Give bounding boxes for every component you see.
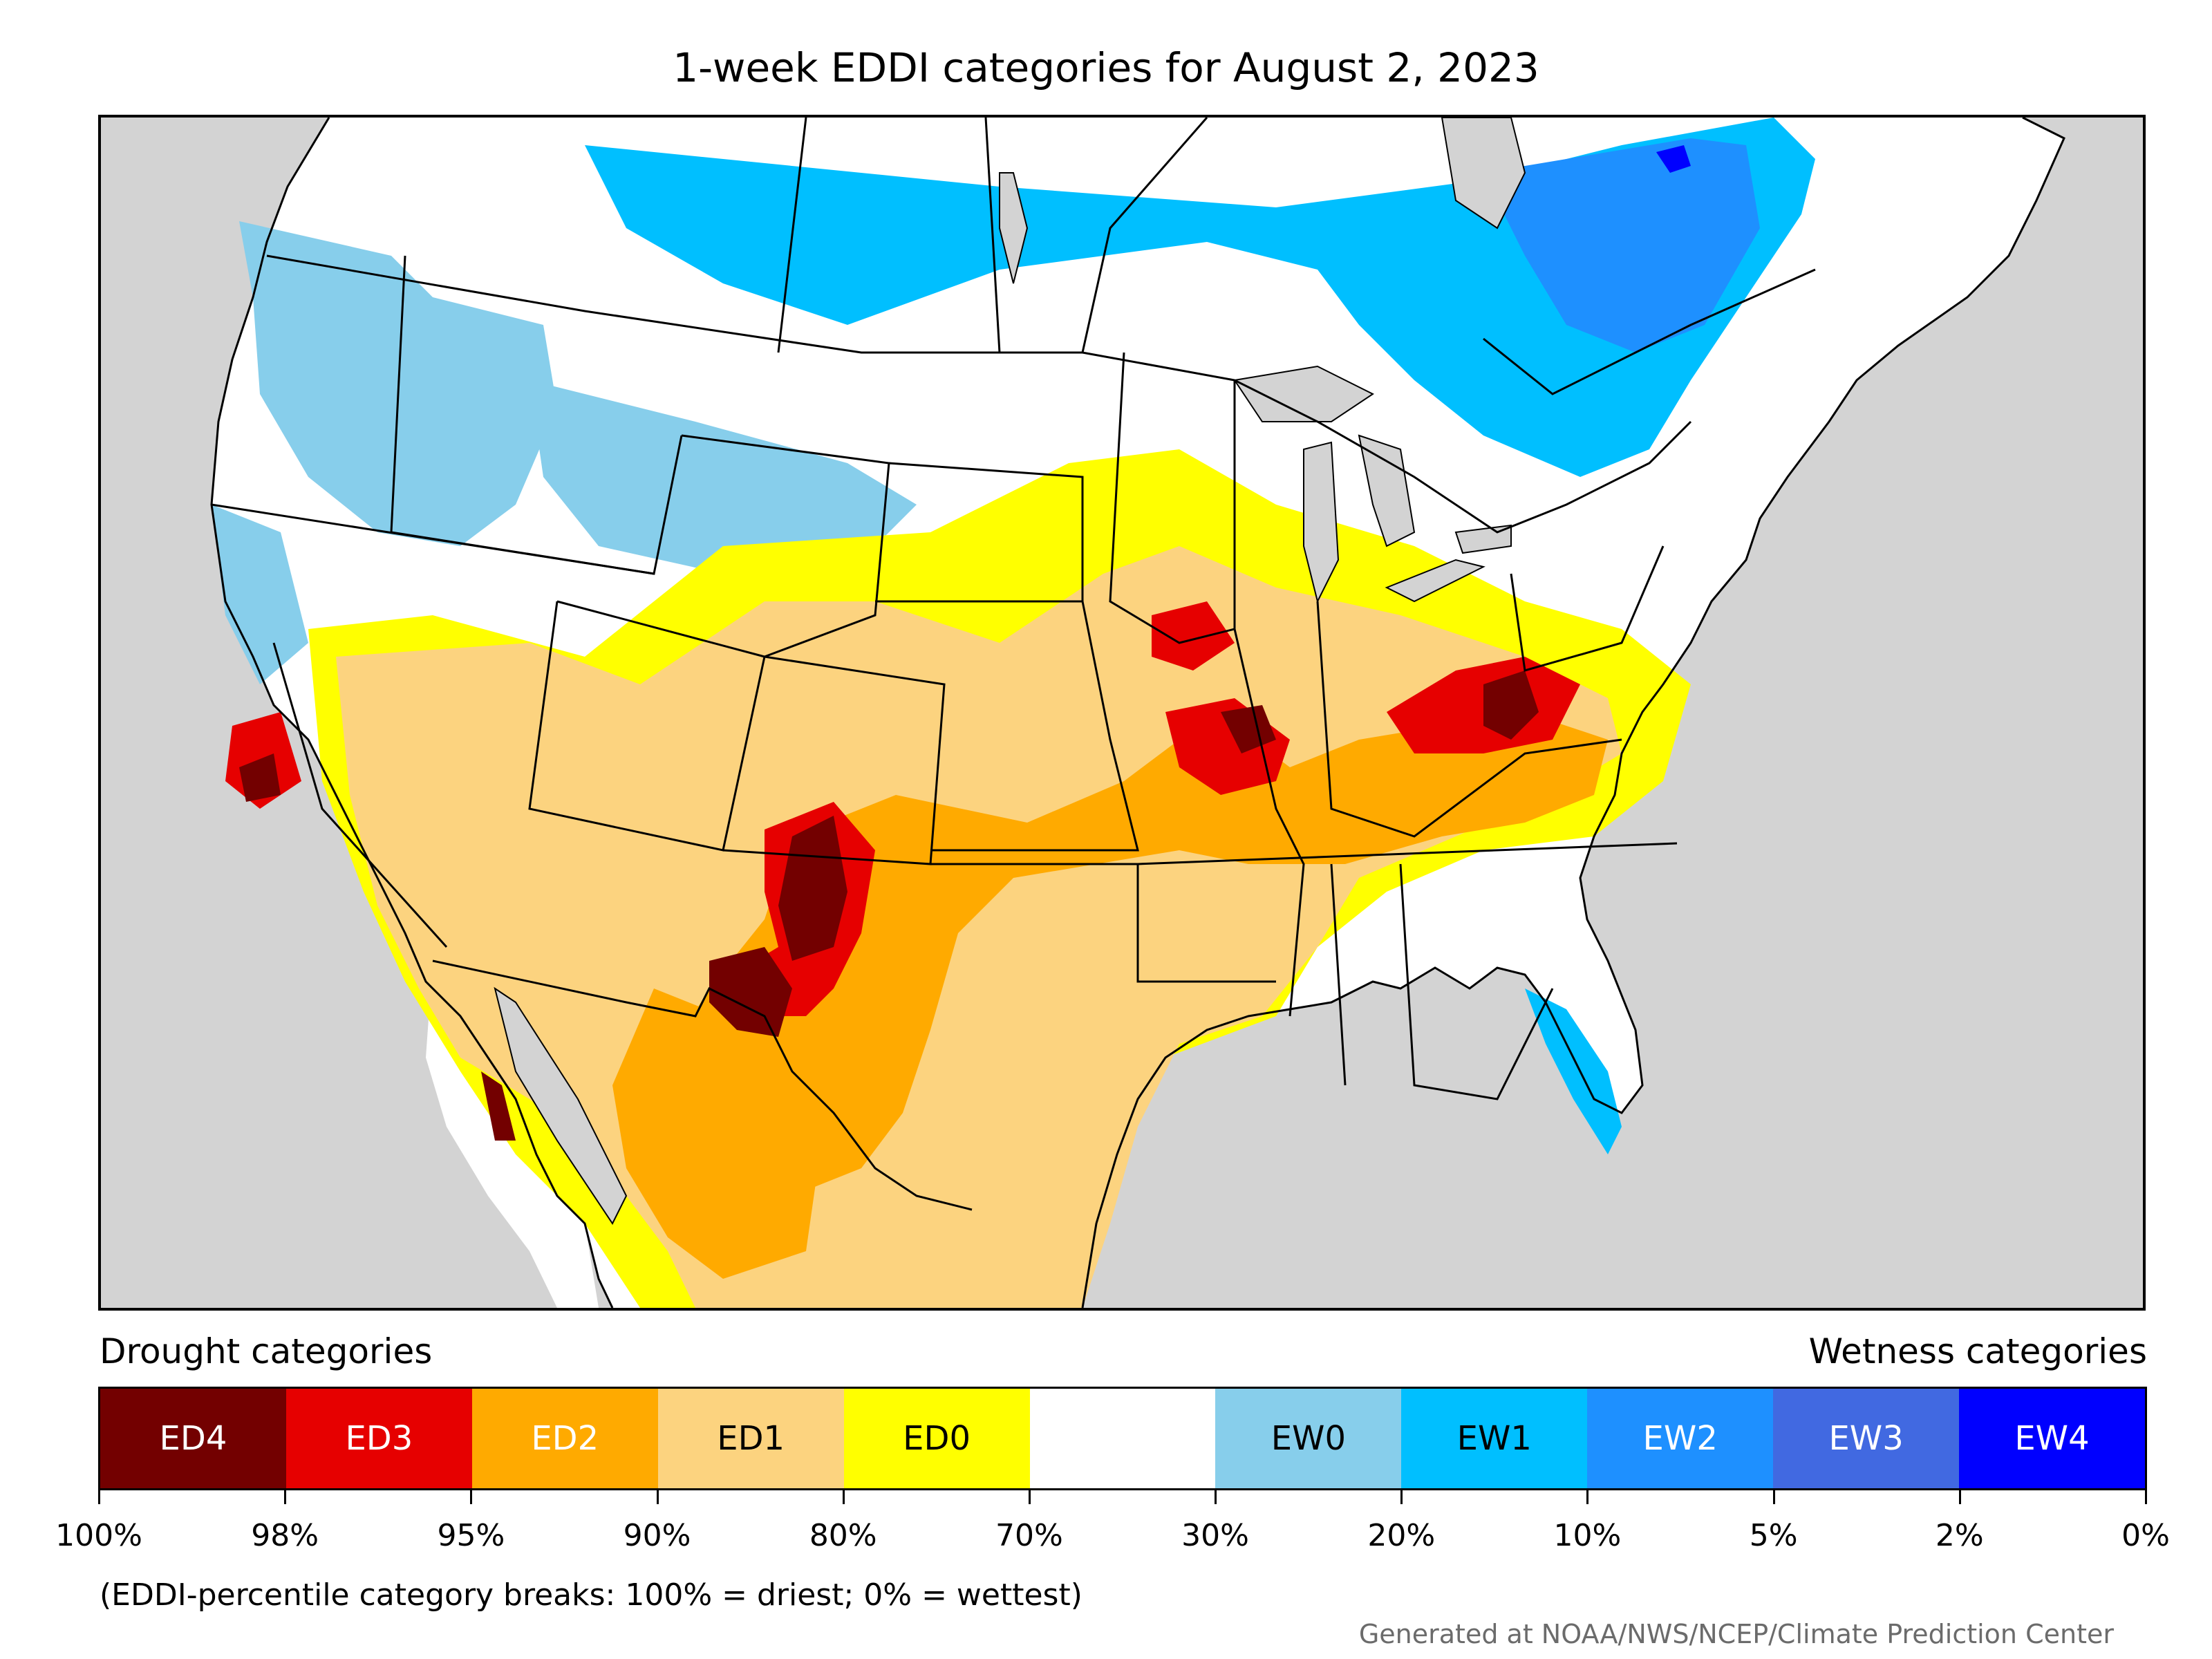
- colorbar-tick: [842, 1490, 845, 1504]
- state-boundaries: [211, 118, 1816, 1211]
- drought-wetness-shading: [212, 118, 1815, 1308]
- colorbar-tick-label: 80%: [809, 1518, 877, 1553]
- lake-winnipeg: [999, 172, 1029, 284]
- colorbar-cell-ed4: ED4: [100, 1389, 286, 1488]
- state-line: [1316, 601, 1622, 838]
- lake-michigan: [1303, 441, 1340, 603]
- state-line: [211, 503, 655, 575]
- state-line: [1483, 268, 1816, 395]
- colorbar-cell-ew4: EW4: [1959, 1389, 2145, 1488]
- drought-ed2-region-southwest: [612, 988, 820, 1279]
- colorbar-tick-label: 98%: [251, 1518, 319, 1553]
- colorbar-cell-ew0: EW0: [1215, 1389, 1402, 1488]
- wet-area-northern-rockies: [529, 380, 917, 574]
- us-mexico-border: [432, 959, 973, 1211]
- colorbar-tick-label: 95%: [437, 1518, 505, 1553]
- gulf-of-california: [494, 986, 628, 1225]
- colorbar-cell-ed0: ED0: [843, 1389, 1030, 1488]
- state-line: [1399, 863, 1554, 1100]
- colorbar-tick: [1215, 1490, 1217, 1504]
- colorbar-tick: [1586, 1490, 1589, 1504]
- colorbar-tick-label: 0%: [2121, 1518, 2170, 1553]
- colorbar-tick: [2145, 1490, 2147, 1504]
- colorbar-cell-ew2: EW2: [1587, 1389, 1774, 1488]
- colorbar-tick-label: 100%: [55, 1518, 142, 1553]
- drought-categories-heading: Drought categories: [100, 1331, 433, 1371]
- colorbar-tick: [1400, 1490, 1403, 1504]
- colorbar-tick-label: 20%: [1367, 1518, 1436, 1553]
- state-line: [1510, 545, 1665, 672]
- category-colorbar: ED4 ED3 ED2 ED1 ED0 EW0 EW1 EW2 EW3 EW4: [98, 1387, 2147, 1490]
- wet-area-california-coast: [212, 505, 308, 684]
- lake-erie: [1385, 559, 1485, 603]
- drought-ed4-west-virginia: [1483, 671, 1539, 740]
- colorbar-tick-label: 5%: [1749, 1518, 1798, 1553]
- state-line: [1081, 118, 1208, 353]
- colorbar-tick-label: 2%: [1935, 1518, 1984, 1553]
- colorbar-cell-ed3: ED3: [285, 1389, 472, 1488]
- drought-ed2-region: [668, 712, 1608, 1196]
- state-line: [1330, 863, 1347, 1086]
- page-title: 1-week EDDI categories for August 2, 202…: [673, 44, 1539, 91]
- drought-ed4-texas: [778, 816, 847, 961]
- wet-area-canada-east-strong: [1483, 138, 1760, 353]
- colorbar-tick-label: 30%: [1181, 1518, 1249, 1553]
- colorbar-tick: [1958, 1490, 1961, 1504]
- credit-line: Generated at NOAA/NWS/NCEP/Climate Predi…: [1358, 1619, 2114, 1649]
- colorbar-tick-label: 70%: [995, 1518, 1063, 1553]
- colorbar-cell-ew3: EW3: [1773, 1389, 1960, 1488]
- water-bodies: [494, 118, 1526, 1225]
- state-line: [777, 118, 807, 353]
- colorbar-tick: [1772, 1490, 1775, 1504]
- lake-superior: [1233, 365, 1374, 422]
- wet-area-extreme: [1656, 145, 1691, 173]
- drought-ed4-baja: [481, 1071, 516, 1141]
- state-line: [875, 462, 1084, 603]
- state-line: [930, 601, 1139, 852]
- wet-area-florida: [1525, 988, 1622, 1154]
- colorbar-cell-ed1: ED1: [657, 1389, 844, 1488]
- lake-huron: [1358, 434, 1416, 547]
- state-line: [984, 118, 1001, 353]
- drought-ed3-iowa: [1152, 601, 1235, 671]
- coastline: [210, 118, 2065, 1308]
- state-line: [272, 642, 448, 948]
- state-line: [722, 655, 946, 865]
- colorbar-tick: [284, 1490, 287, 1504]
- state-line: [1137, 842, 1678, 865]
- state-line: [681, 434, 890, 658]
- drought-ed4-illinois: [1221, 705, 1276, 753]
- land-outline: [210, 118, 614, 1308]
- us-canada-border: [266, 254, 1692, 534]
- gulf-coast: [1081, 118, 2065, 1308]
- state-line: [930, 863, 1276, 983]
- hudson-bay: [1441, 118, 1526, 229]
- colorbar-cell-ed2: ED2: [471, 1389, 658, 1488]
- colorbar-cell-ew1: EW1: [1401, 1389, 1588, 1488]
- state-line: [1233, 628, 1305, 1017]
- wetness-categories-heading: Wetness categories: [1808, 1331, 2147, 1371]
- colorbar-tick: [470, 1490, 473, 1504]
- colorbar-tick-label: 10%: [1553, 1518, 1622, 1553]
- colorbar-tick: [98, 1490, 100, 1504]
- category-breaks-note: (EDDI-percentile category breaks: 100% =…: [100, 1577, 1082, 1613]
- drought-ed4-southwest: [709, 947, 792, 1037]
- colorbar-tick: [656, 1490, 659, 1504]
- eddi-map: [210, 118, 2065, 1308]
- colorbar-cell-neutral: [1029, 1389, 1216, 1488]
- map-frame: [98, 115, 2146, 1311]
- colorbar-tick-label: 90%: [623, 1518, 691, 1553]
- drought-ed4-california: [239, 753, 281, 802]
- state-line: [1109, 352, 1236, 644]
- colorbar-tick: [1028, 1490, 1031, 1504]
